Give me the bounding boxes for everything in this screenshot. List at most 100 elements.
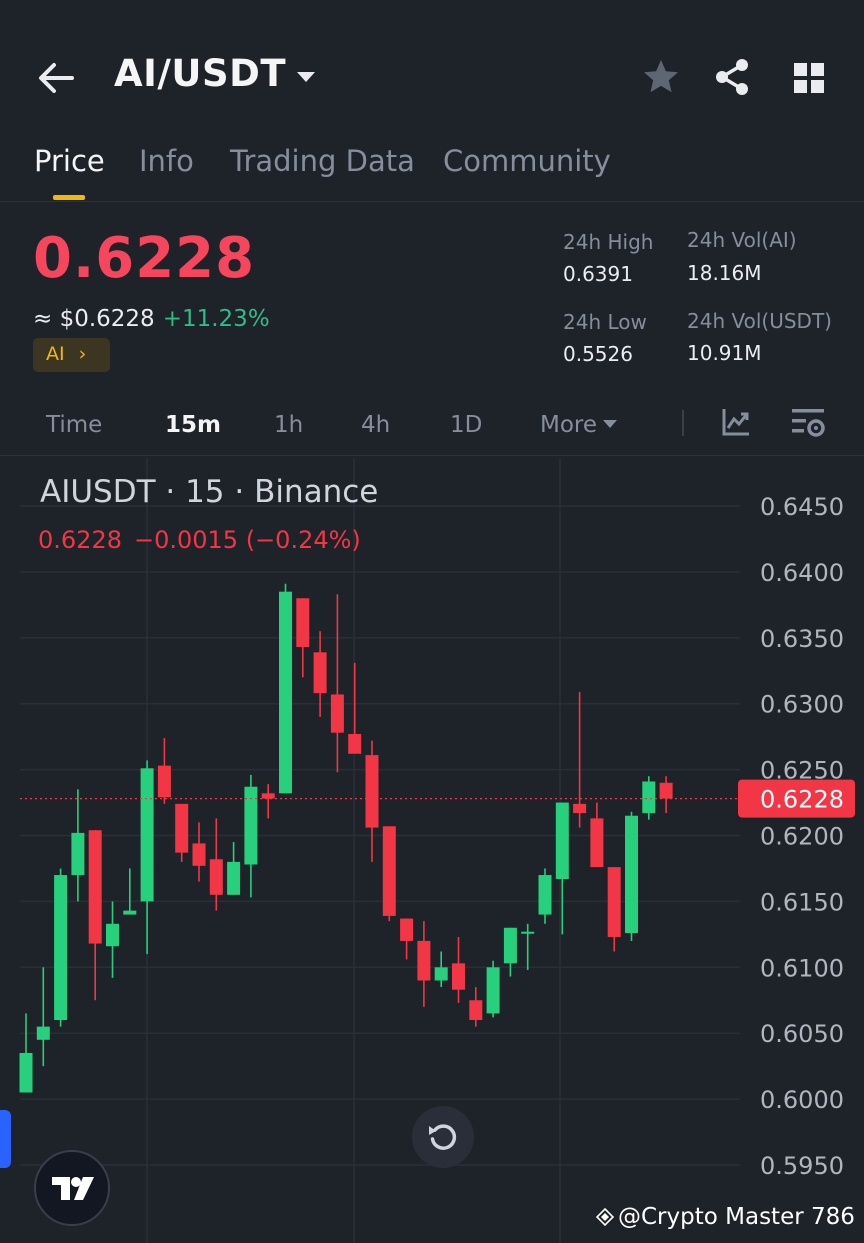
candle-body xyxy=(36,1026,50,1040)
candle-body xyxy=(19,1052,33,1093)
candle-body xyxy=(538,875,552,915)
y-tick-label: 0.6150 xyxy=(760,888,844,916)
candle-body xyxy=(157,765,171,798)
candle-body xyxy=(434,967,448,981)
y-tick-label: 0.6450 xyxy=(760,493,844,521)
candle-body xyxy=(261,793,275,799)
y-tick-label: 0.6050 xyxy=(760,1020,844,1048)
usd-price: ≈ $0.6228 xyxy=(33,306,155,332)
tradingview-icon xyxy=(52,1177,94,1200)
y-tick-label: 0.6350 xyxy=(760,625,844,653)
binance-diamond-icon xyxy=(596,1208,614,1226)
candle-body xyxy=(625,815,638,934)
candle-body xyxy=(296,598,310,648)
interval-4h[interactable]: 4h xyxy=(361,412,391,438)
reload-icon xyxy=(429,1124,457,1150)
vol-base-label: 24h Vol(AI) xyxy=(687,228,797,252)
candle-body xyxy=(382,826,396,916)
high-label: 24h High xyxy=(563,230,654,254)
candle-body xyxy=(88,830,102,944)
candle-body xyxy=(590,818,604,868)
pair-title[interactable]: AI/USDT xyxy=(114,52,287,95)
interval-bar: Time 15m 1h 4h 1D More xyxy=(0,398,864,456)
ai-tag-label: AI xyxy=(46,343,65,365)
tradingview-logo[interactable] xyxy=(34,1150,110,1226)
candle-body xyxy=(244,786,258,865)
y-tick-label: 0.6300 xyxy=(760,691,844,719)
active-tab-indicator xyxy=(53,195,85,200)
star-icon[interactable] xyxy=(642,58,680,96)
back-arrow-icon[interactable] xyxy=(36,60,76,96)
side-panel-handle[interactable] xyxy=(0,1110,11,1168)
tab-info[interactable]: Info xyxy=(139,144,194,178)
y-tick-label: 0.6400 xyxy=(760,559,844,587)
tab-price[interactable]: Price xyxy=(34,144,105,178)
price-chart[interactable]: 0.6450 0.6400 0.6350 0.6300 0.6250 0.6200 0.61… xyxy=(0,458,864,1243)
chart-title: AIUSDT · 15 · Binance xyxy=(40,474,379,510)
caret-down-icon xyxy=(603,420,618,428)
indicator-icon[interactable] xyxy=(720,406,752,438)
y-tick-label: 0.5950 xyxy=(760,1152,844,1180)
usd-price-row: ≈ $0.6228 +11.23% xyxy=(33,306,270,332)
reload-button[interactable] xyxy=(412,1106,474,1168)
last-price: 0.6228 xyxy=(33,226,256,291)
candle-body xyxy=(106,923,119,947)
candle-body xyxy=(555,802,569,879)
candle-body xyxy=(279,591,292,794)
low-value: 0.5526 xyxy=(563,342,633,366)
candle-body xyxy=(573,803,587,814)
watermark-text: @Crypto Master 786 xyxy=(618,1204,855,1230)
chart-ohlc-row: 0.6228 −0.0015 (−0.24%) xyxy=(38,526,361,554)
caret-down-icon[interactable] xyxy=(295,70,317,84)
tab-community[interactable]: Community xyxy=(443,144,611,178)
candle-body xyxy=(400,918,414,941)
candle-body xyxy=(365,755,379,828)
y-tick-label: 0.6200 xyxy=(760,823,844,851)
vol-base-value: 18.16M xyxy=(687,261,762,285)
current-price-badge xyxy=(738,779,855,818)
candle-body xyxy=(313,652,327,694)
candle-body xyxy=(348,734,362,754)
candle-body xyxy=(659,782,673,799)
change-percent: +11.23% xyxy=(162,306,270,332)
candle-body xyxy=(54,875,68,1021)
ai-tag-button[interactable]: AI › xyxy=(33,338,110,372)
interval-time[interactable]: Time xyxy=(46,412,103,438)
top-bar: AI/USDT xyxy=(0,0,864,140)
candle-body xyxy=(209,859,223,895)
candle-body xyxy=(175,803,189,853)
low-label: 24h Low xyxy=(563,310,647,334)
candle-body xyxy=(452,963,465,990)
y-tick-label: 0.6000 xyxy=(760,1086,844,1114)
chart-last-price: 0.6228 xyxy=(38,526,122,554)
current-price-label: 0.6228 xyxy=(760,786,844,814)
candle-body xyxy=(71,832,85,876)
vol-quote-label: 24h Vol(USDT) xyxy=(687,309,832,333)
chevron-right-icon: › xyxy=(78,343,87,365)
tab-trading-data[interactable]: Trading Data xyxy=(230,144,415,178)
share-icon[interactable] xyxy=(714,58,750,96)
candle-body xyxy=(642,781,656,814)
candlestick-chart-svg[interactable]: 0.64500.64000.63500.63000.62500.62000.61… xyxy=(0,458,864,1243)
grid-icon[interactable] xyxy=(792,61,826,95)
candle-body xyxy=(140,768,154,902)
candle-body xyxy=(417,940,431,981)
candle-body xyxy=(521,931,535,934)
interval-15m[interactable]: 15m xyxy=(165,412,221,438)
vol-quote-value: 10.91M xyxy=(687,341,762,365)
candle-body xyxy=(503,927,517,964)
interval-1h[interactable]: 1h xyxy=(274,412,304,438)
candle-body xyxy=(330,694,344,733)
interval-1d[interactable]: 1D xyxy=(450,412,483,438)
page-tabs: Price Info Trading Data Community xyxy=(0,140,864,202)
candle-body xyxy=(227,861,241,895)
high-value: 0.6391 xyxy=(563,262,633,286)
candle-body xyxy=(469,1000,483,1021)
divider xyxy=(682,410,684,436)
candle-body xyxy=(192,843,206,866)
chart-settings-icon[interactable] xyxy=(790,406,826,440)
watermark: @Crypto Master 786 xyxy=(596,1204,855,1230)
candle-body xyxy=(123,910,137,915)
candle-body xyxy=(486,967,500,1014)
interval-more[interactable]: More xyxy=(540,412,618,438)
